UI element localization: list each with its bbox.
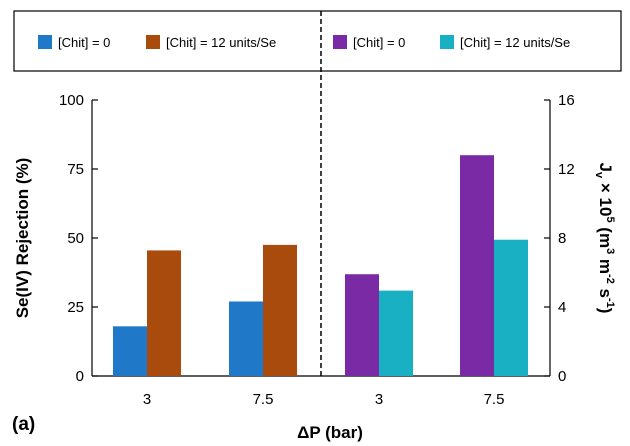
left-y-ticks: 0 25 50 75 100 <box>59 92 98 385</box>
bar-g1-c1-s0 <box>460 155 494 376</box>
left-y-tick-label-2: 50 <box>67 230 84 247</box>
left-y-tick-label-1: 25 <box>67 299 84 316</box>
right-y-axis-title: Jv × 105 (m3 m-2 s-1) <box>593 163 616 314</box>
x-ticks: 3 7.5 3 7.5 <box>143 391 505 408</box>
right-y-tick-label-0: 0 <box>558 368 566 385</box>
panel-label: (a) <box>12 414 35 435</box>
x-tick-label-g0-c1: 7.5 <box>253 391 274 408</box>
left-y-tick-label-4: 100 <box>59 92 84 109</box>
legend-swatch-2 <box>333 35 347 49</box>
legend-swatch-0 <box>38 35 52 49</box>
x-axis-title: ΔP (bar) <box>297 423 363 442</box>
legend-label-0: [Chit] = 0 <box>58 35 110 50</box>
left-y-axis-title: Se(IV) Rejection (%) <box>13 158 32 319</box>
right-y-ticks: 0 4 8 12 16 <box>544 92 575 385</box>
bars <box>113 155 528 376</box>
bar-g0-c1-s1 <box>263 244 297 376</box>
legend-swatch-1 <box>146 35 160 49</box>
right-y-tick-label-1: 4 <box>558 299 566 316</box>
legend: [Chit] = 0 [Chit] = 12 units/Se [Chit] = 0… <box>38 35 570 50</box>
x-tick-label-g1-c0: 3 <box>375 391 383 408</box>
bar-g0-c1-s0 <box>229 301 263 376</box>
x-tick-label-g0-c0: 3 <box>143 391 151 408</box>
right-y-tick-label-2: 8 <box>558 230 566 247</box>
legend-label-3: [Chit] = 12 units/Se <box>460 35 570 50</box>
bar-g1-c1-s1 <box>494 239 528 376</box>
legend-label-1: [Chit] = 12 units/Se <box>166 35 276 50</box>
x-tick-label-g1-c1: 7.5 <box>484 391 505 408</box>
left-y-tick-label-0: 0 <box>76 368 84 385</box>
right-y-tick-label-4: 16 <box>558 92 575 109</box>
legend-swatch-3 <box>440 35 454 49</box>
bar-g1-c0-s0 <box>345 274 379 376</box>
bar-g0-c0-s1 <box>147 250 181 376</box>
left-y-tick-label-3: 75 <box>67 161 84 178</box>
right-y-tick-label-3: 12 <box>558 161 575 178</box>
bar-g1-c0-s1 <box>379 290 413 376</box>
legend-box <box>13 10 622 72</box>
bar-g0-c0-s0 <box>113 326 147 376</box>
legend-label-2: [Chit] = 0 <box>353 35 405 50</box>
